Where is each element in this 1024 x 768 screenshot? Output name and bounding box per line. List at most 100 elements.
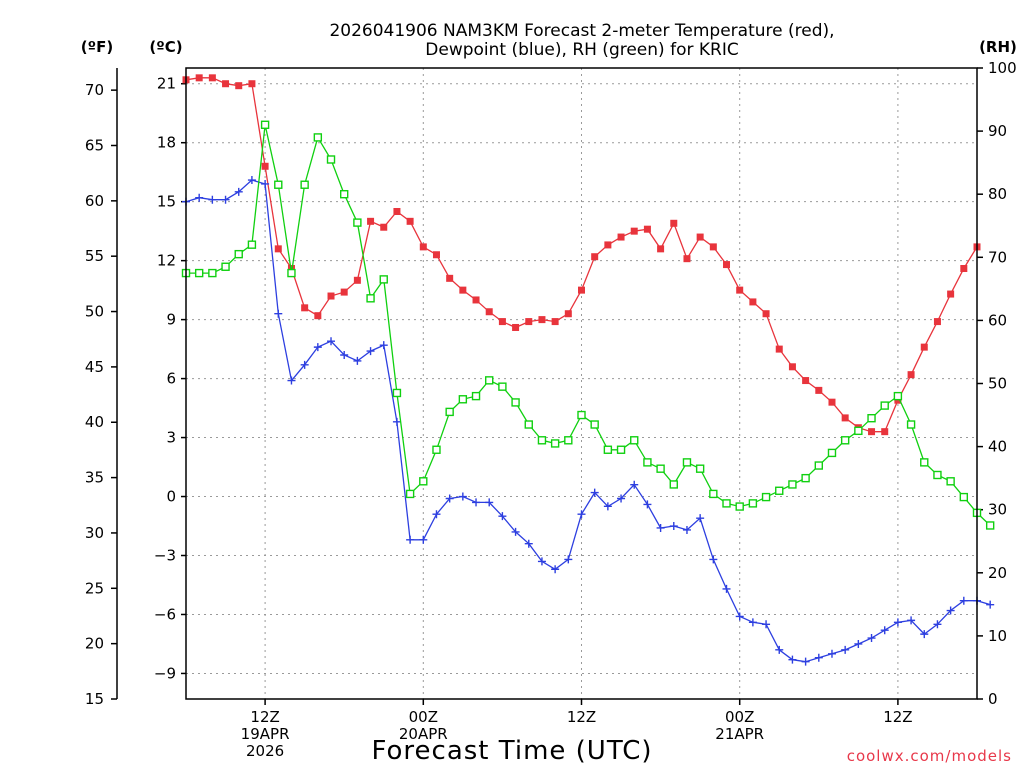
dewpoint-point xyxy=(366,347,375,356)
plot-frame xyxy=(185,67,978,700)
time-tick-label: 12Z xyxy=(883,708,912,726)
rh-point xyxy=(498,382,507,391)
rh-point xyxy=(221,262,230,271)
temperature-point xyxy=(314,312,322,320)
temperature-point xyxy=(696,233,704,241)
temperature-point xyxy=(933,318,941,326)
rh-point xyxy=(247,240,257,249)
fahrenheit-tick-label: 20 xyxy=(85,635,104,653)
dewpoint-point xyxy=(472,498,481,507)
temperature-point xyxy=(446,274,454,282)
rh-point xyxy=(669,480,678,489)
rh-point xyxy=(656,464,665,473)
rh-point xyxy=(985,521,995,530)
rh-point xyxy=(326,155,336,164)
rh-point xyxy=(920,458,929,467)
dewpoint-point xyxy=(221,195,230,204)
temperature-point xyxy=(841,414,849,422)
temperature-point xyxy=(920,343,928,351)
temperature-point xyxy=(617,233,625,241)
dewpoint-point xyxy=(986,600,995,609)
rh-tick-label: 40 xyxy=(988,438,1007,456)
temperature-point xyxy=(868,428,876,436)
time-tick-label: 21APR xyxy=(715,725,764,743)
dewpoint-point xyxy=(735,612,744,621)
celsius-tick-label: −9 xyxy=(154,664,176,682)
dewpoint-point xyxy=(208,195,217,204)
temperature-point xyxy=(274,245,282,253)
rh-point xyxy=(906,420,916,429)
dewpoint-point xyxy=(524,539,533,548)
dewpoint-point xyxy=(959,596,968,605)
rh-tick-label: 70 xyxy=(988,248,1007,266)
dewpoint-point xyxy=(814,653,823,662)
temperature-point xyxy=(380,223,388,231)
dewpoint-point xyxy=(669,522,678,531)
dewpoint-point xyxy=(709,555,718,564)
rh-point xyxy=(840,436,850,445)
celsius-tick-label: 18 xyxy=(157,134,176,152)
rh-point xyxy=(722,499,731,508)
temperature-point xyxy=(195,74,203,82)
time-tick-label: 19APR xyxy=(241,725,290,743)
rh-point xyxy=(682,458,692,467)
fahrenheit-tick-label: 60 xyxy=(85,192,104,210)
fahrenheit-tick-label: 45 xyxy=(85,358,104,376)
series-rh xyxy=(181,120,995,530)
dewpoint-point xyxy=(801,657,810,666)
rh-point xyxy=(590,420,599,429)
rh-point xyxy=(313,133,323,142)
temperature-point xyxy=(736,286,744,294)
temperature-point xyxy=(235,82,243,90)
dewpoint-point xyxy=(537,557,546,566)
dewpoint-point xyxy=(827,649,836,658)
fahrenheit-axis: 70 65 60 55 50 45 40 35 30 25 20 15 xyxy=(85,68,118,708)
rh-point xyxy=(287,268,296,278)
rh-point xyxy=(432,445,441,454)
rh-tick-label: 90 xyxy=(988,122,1007,140)
fahrenheit-tick-label: 65 xyxy=(85,136,104,154)
rh-point xyxy=(366,294,375,303)
rh-point xyxy=(340,189,349,199)
fahrenheit-tick-label: 15 xyxy=(85,690,104,708)
rh-tick-label: 30 xyxy=(988,501,1007,519)
temperature-point xyxy=(960,265,968,273)
rh-point xyxy=(748,499,758,508)
temperature-point xyxy=(762,310,770,318)
rh-tick-label: 60 xyxy=(988,311,1007,329)
dewpoint-point xyxy=(195,193,204,202)
temperature-point xyxy=(248,80,256,88)
dewpoint-point xyxy=(432,510,441,519)
rh-point xyxy=(867,414,876,423)
temperature-point xyxy=(301,304,309,312)
rh-point xyxy=(946,477,955,486)
dewpoint-point xyxy=(511,527,520,536)
rh-point xyxy=(485,376,494,385)
temperature-point xyxy=(498,318,506,326)
rh-point xyxy=(471,391,481,401)
dewpoint-point xyxy=(577,510,586,519)
temperature-point xyxy=(947,290,955,298)
time-tick-label: 2026 xyxy=(246,742,284,760)
temperature-point xyxy=(472,296,480,304)
dewpoint-point xyxy=(682,525,691,534)
rh-point xyxy=(419,477,428,486)
temperature-point xyxy=(419,243,427,251)
dewpoint-point xyxy=(419,535,428,544)
rh-point xyxy=(260,120,270,129)
rh-point xyxy=(695,464,705,473)
rh-point xyxy=(814,461,823,470)
temperature-point xyxy=(512,323,520,331)
dewpoint-point xyxy=(406,535,415,544)
temperature-point xyxy=(367,217,375,225)
fahrenheit-tick-label: 35 xyxy=(85,469,104,487)
rh-point xyxy=(194,268,204,278)
rh-point xyxy=(643,458,652,467)
temperature-point xyxy=(749,298,757,306)
dewpoint-point xyxy=(287,376,296,385)
rh-tick-label: 80 xyxy=(988,185,1007,203)
temperature-point xyxy=(828,398,836,406)
temperature-point xyxy=(525,318,533,326)
